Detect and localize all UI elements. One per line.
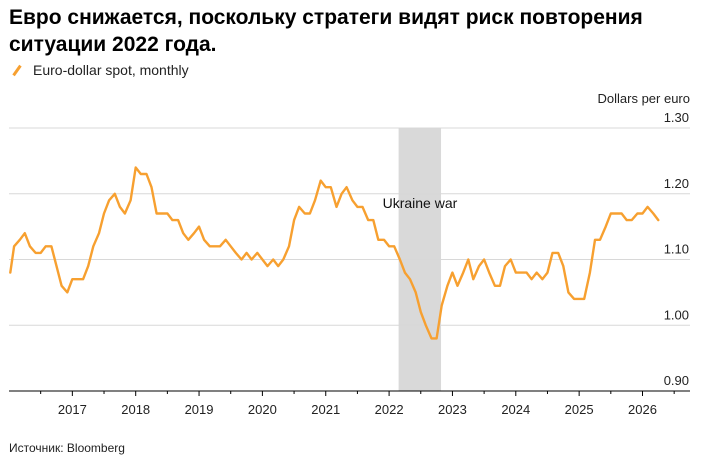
y-tick-label: 1.20	[664, 176, 689, 191]
x-tick-label: 2020	[248, 402, 277, 417]
chart-title: Евро снижается, поскольку стратеги видят…	[9, 6, 643, 56]
source-note: Источник: Bloomberg	[9, 441, 125, 455]
y-axis-unit-label: Dollars per euro	[597, 91, 691, 106]
legend-label: Euro-dollar spot, monthly	[33, 62, 189, 78]
x-tick-label: 2017	[58, 402, 87, 417]
x-tick-label: 2019	[185, 402, 214, 417]
x-tick-label: 2023	[438, 402, 467, 417]
x-tick-label: 2024	[501, 402, 530, 417]
legend: Euro-dollar spot, monthly	[9, 62, 189, 78]
ukraine-war-annotation: Ukraine war	[383, 195, 458, 211]
x-tick-label: 2026	[628, 402, 657, 417]
y-tick-label: 0.90	[664, 373, 689, 388]
y-tick-label: 1.30	[664, 110, 689, 125]
x-tick-label: 2025	[565, 402, 594, 417]
y-tick-label: 1.00	[664, 307, 689, 322]
euro-dollar-series-line	[9, 166, 660, 340]
y-tick-label: 1.10	[664, 242, 689, 257]
x-tick-label: 2022	[375, 402, 404, 417]
x-tick-label: 2021	[311, 402, 340, 417]
x-tick-label: 2018	[121, 402, 150, 417]
